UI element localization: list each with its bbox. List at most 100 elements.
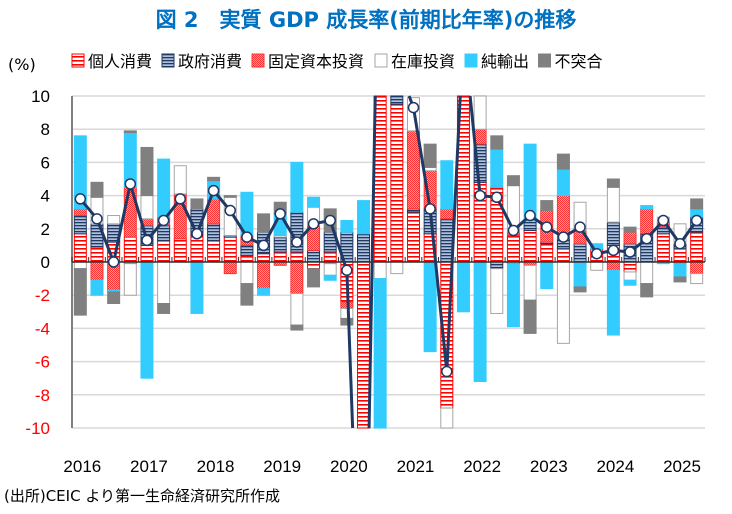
bar-consumption <box>556 248 570 263</box>
bar-netexports <box>373 278 387 429</box>
bar-netexports <box>323 274 337 281</box>
gdp-marker <box>224 204 236 217</box>
bar-inventory <box>107 215 121 225</box>
x-tick-label: 2019 <box>263 457 301 476</box>
bar-discrepancy <box>307 268 321 288</box>
bar-investment <box>406 130 420 210</box>
bar-government <box>523 220 537 231</box>
legend-label: 不突合 <box>555 52 603 71</box>
bar-inventory <box>373 261 387 280</box>
gdp-marker <box>557 231 570 243</box>
x-tick-label: 2024 <box>596 457 634 476</box>
y-axis-label: (%) <box>8 55 36 74</box>
bar-inventory <box>606 186 620 223</box>
bar-netexports <box>456 261 470 313</box>
bar-discrepancy <box>340 317 354 326</box>
bar-investment <box>290 261 304 295</box>
gdp-marker <box>141 234 153 247</box>
gdp-marker <box>474 189 486 202</box>
gdp-marker <box>174 193 187 205</box>
gdp-marker <box>207 184 220 197</box>
bar-netexports <box>523 143 537 221</box>
gdp-marker <box>91 213 103 225</box>
bar-government <box>390 95 404 105</box>
bar-inventory <box>390 261 404 275</box>
y-tick-label: 8 <box>41 120 50 139</box>
x-tick-label: 2016 <box>63 457 101 476</box>
y-tick-label: 10 <box>31 87 50 106</box>
bar-consumption <box>223 236 237 263</box>
bar-discrepancy <box>90 181 104 198</box>
gdp-marker <box>541 221 553 233</box>
y-tick-label: 6 <box>41 153 50 172</box>
legend-item: 在庫投資 <box>374 52 455 71</box>
y-tick-label: -4 <box>35 319 50 338</box>
bar-government <box>273 236 287 253</box>
bar-inventory <box>240 261 254 285</box>
bar-investment <box>257 261 271 290</box>
bar-consumption <box>207 239 221 263</box>
x-tick-label: 2018 <box>197 457 235 476</box>
source-note: (出所)CEIC より第一生命経済研究所作成 <box>4 487 281 505</box>
gdp-marker <box>407 101 420 114</box>
bar-discrepancy <box>523 299 537 334</box>
bar-inventory <box>323 263 337 276</box>
gdp-line <box>79 95 698 429</box>
bar-discrepancy <box>573 286 587 293</box>
y-tick-label: -10 <box>25 419 50 438</box>
legend-label: 固定資本投資 <box>268 52 364 71</box>
bar-government <box>357 233 371 263</box>
gdp-marker <box>424 203 436 215</box>
bar-discrepancy <box>623 226 637 233</box>
chart-title: 図 2 実質 GDP 成長率(前期比年率)の推移 <box>155 8 577 32</box>
bar-inventory <box>690 273 704 285</box>
x-tick-label: 2021 <box>397 457 435 476</box>
bar-consumption <box>307 261 321 270</box>
bar-discrepancy <box>673 276 687 283</box>
bar-consumption <box>623 261 637 273</box>
bar-discrepancy <box>606 178 620 188</box>
bar-government <box>240 244 254 256</box>
bar-netexports <box>140 261 154 379</box>
y-tick-label: -8 <box>35 386 50 405</box>
bar-discrepancy <box>190 198 204 210</box>
bar-netexports <box>556 168 570 197</box>
y-tick-label: 2 <box>41 220 50 239</box>
bar-investment <box>623 231 637 245</box>
bar-government <box>490 261 504 270</box>
bar-discrepancy <box>123 130 137 134</box>
gdp-marker <box>107 256 120 268</box>
gdp-marker <box>124 178 137 190</box>
bar-netexports <box>290 161 304 213</box>
legend-item: 個人消費 <box>71 52 152 71</box>
bar-netexports <box>640 205 654 210</box>
bar-consumption <box>506 234 520 263</box>
gdp-marker <box>441 365 453 378</box>
bar-netexports <box>673 263 687 278</box>
x-tick-label: 2017 <box>130 457 168 476</box>
bar-netexports <box>257 288 271 296</box>
bar-inventory <box>523 264 537 301</box>
bar-netexports <box>623 279 637 286</box>
gdp-marker <box>624 246 636 258</box>
bar-discrepancy <box>140 146 154 197</box>
gdp-marker <box>274 208 286 220</box>
x-tick-label: 2023 <box>530 457 568 476</box>
bar-investment <box>690 261 704 275</box>
bar-consumption <box>290 251 304 263</box>
legend-label: 在庫投資 <box>391 52 455 71</box>
gdp-marker <box>241 231 253 243</box>
bar-government <box>307 249 321 263</box>
bar-discrepancy <box>690 198 704 210</box>
y-tick-label: 4 <box>41 187 50 206</box>
gdp-marker <box>507 224 520 237</box>
bar-inventory <box>590 261 604 271</box>
bar-consumption <box>656 233 670 263</box>
x-tick-label: 2020 <box>330 457 368 476</box>
bar-consumption <box>323 251 337 263</box>
bar-discrepancy <box>290 324 304 331</box>
gdp-marker <box>291 236 303 248</box>
legend-swatch <box>464 53 478 68</box>
legend-item: 政府消費 <box>161 52 242 71</box>
